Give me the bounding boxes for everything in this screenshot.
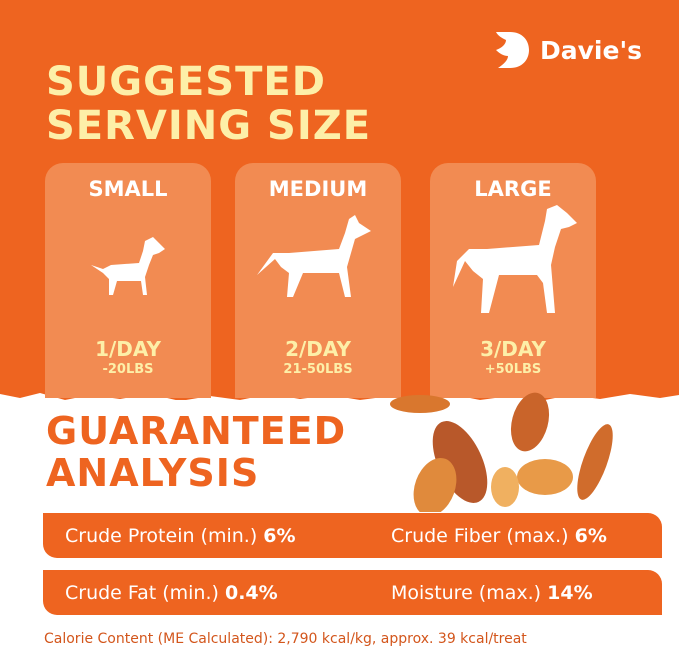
analysis-item-fiber: Crude Fiber (max.) 6%: [391, 524, 607, 547]
card-weight: +50LBS: [484, 362, 542, 377]
card-per-day: 1/DAY: [95, 337, 161, 361]
analysis-item-protein: Crude Protein (min.) 6%: [65, 524, 296, 547]
analysis-item-moisture: Moisture (max.) 14%: [391, 581, 593, 604]
sweet-potato-chips-image: [390, 392, 613, 512]
analysis-row: Crude Protein (min.) 6% Crude Fiber (max…: [43, 513, 662, 558]
serving-card-small: SMALL 1/DAY -20LBS: [45, 163, 211, 398]
calorie-note: Calorie Content (ME Calculated): 2,790 k…: [44, 631, 527, 647]
analysis-title: GUARANTEED ANALYSIS: [46, 409, 347, 495]
card-per-day: 2/DAY: [285, 337, 351, 361]
card-weight: -20LBS: [102, 362, 154, 377]
analysis-row: Crude Fat (min.) 0.4% Moisture (max.) 14…: [43, 570, 662, 615]
brand-d-icon: [496, 32, 529, 68]
serving-card-medium: MEDIUM 2/DAY 21-50LBS: [235, 163, 401, 398]
card-size: LARGE: [474, 177, 552, 201]
brand-logo: Davie's: [494, 30, 642, 70]
serving-card-large: LARGE 3/DAY +50LBS: [430, 163, 596, 398]
small-dog-icon: [91, 237, 165, 295]
medium-dog-icon: [257, 215, 371, 297]
brand-name: Davie's: [540, 35, 642, 65]
analysis-item-fat: Crude Fat (min.) 0.4%: [65, 581, 278, 604]
card-size: MEDIUM: [268, 177, 368, 201]
card-size: SMALL: [88, 177, 168, 201]
torn-paper-edge: [0, 393, 679, 414]
card-per-day: 3/DAY: [480, 337, 546, 361]
large-dog-icon: [453, 205, 577, 313]
serving-title: SUGGESTED SERVING SIZE: [46, 59, 372, 149]
card-weight: 21-50LBS: [283, 362, 353, 377]
